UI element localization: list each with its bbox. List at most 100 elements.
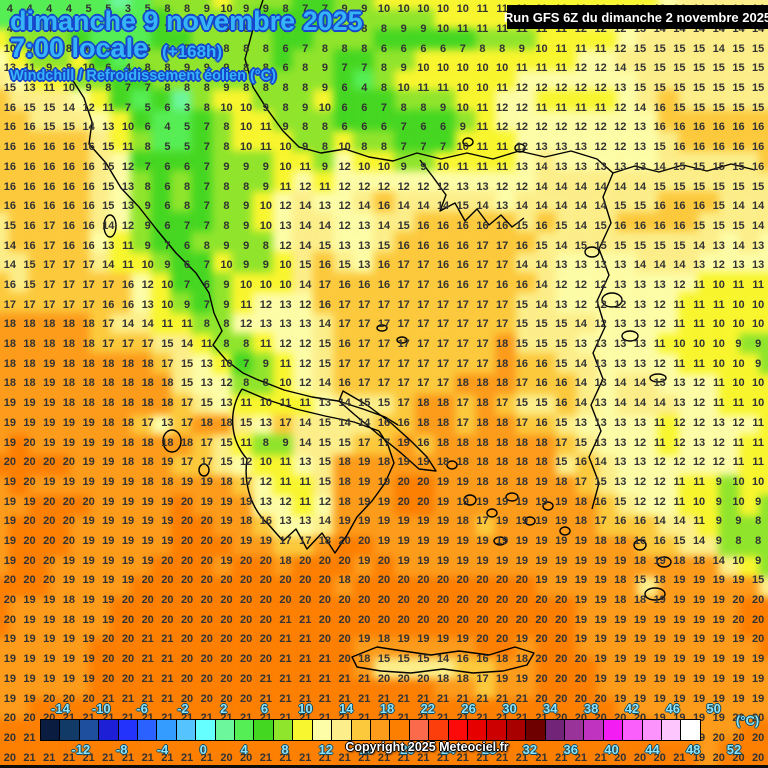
windchill-value: 13 [614, 259, 627, 272]
windchill-value: 20 [436, 574, 450, 587]
color-cell [353, 454, 374, 476]
windchill-value: 17 [436, 357, 450, 370]
windchill-value: 21 [121, 751, 135, 764]
color-cell [434, 49, 455, 70]
color-cell [353, 333, 374, 354]
windchill-value: 12 [653, 475, 666, 488]
windchill-value: 16 [535, 377, 548, 390]
color-cell [29, 333, 50, 354]
windchill-value: 15 [555, 416, 568, 429]
color-cell [49, 637, 70, 658]
color-cell [536, 576, 557, 597]
windchill-value: 18 [102, 377, 115, 390]
legend-tick-label: 16 [359, 742, 374, 757]
windchill-value: 20 [535, 633, 548, 646]
windchill-value: 18 [476, 475, 489, 488]
windchill-value: 12 [653, 495, 666, 508]
windchill-value: 20 [555, 672, 568, 685]
windchill-value: 19 [121, 495, 135, 508]
windchill-value: 4 [26, 23, 33, 36]
windchill-value: 12 [653, 357, 666, 370]
windchill-value: 16 [653, 121, 666, 134]
windchill-value: 20 [752, 712, 765, 725]
color-cell [515, 394, 537, 415]
windchill-value: 9 [262, 160, 269, 173]
windchill-value: 15 [653, 239, 666, 252]
windchill-value: 19 [456, 495, 469, 508]
windchill-value: 19 [555, 554, 568, 567]
color-cell [394, 292, 415, 313]
color-cell [394, 738, 415, 760]
color-cell [150, 637, 172, 658]
windchill-value: 14 [752, 23, 765, 36]
coast-evia [338, 390, 437, 472]
color-cell [759, 312, 768, 334]
windchill-value: 12 [653, 456, 666, 469]
color-cell [110, 211, 131, 232]
color-cell [211, 698, 232, 719]
windchill-value: 14 [594, 180, 607, 193]
windchill-value: 19 [614, 613, 627, 626]
windchill-value: 16 [3, 101, 16, 114]
windchill-value: 16 [3, 141, 16, 154]
color-cell [718, 698, 739, 719]
color-cell [475, 434, 496, 455]
windchill-value: 21 [453, 709, 473, 729]
color-cell [536, 475, 557, 496]
windchill-value: 20 [338, 594, 351, 607]
windchill-value: 12 [633, 495, 647, 508]
windchill-value: 12 [338, 200, 351, 213]
windchill-value: 13 [121, 180, 135, 193]
color-cell [171, 0, 192, 9]
color-cell [617, 252, 638, 273]
color-cell [576, 89, 597, 111]
windchill-value: 19 [259, 535, 272, 548]
color-cell [617, 171, 638, 192]
windchill-value: 13 [614, 475, 627, 488]
color-cell [414, 536, 435, 557]
windchill-value: 8 [420, 101, 427, 114]
windchill-value: 21 [102, 692, 115, 705]
windchill-value: 13 [752, 239, 765, 252]
color-cell [475, 738, 496, 760]
color-cell [414, 89, 435, 111]
color-cell [130, 434, 151, 455]
windchill-value: 17 [377, 318, 391, 331]
windchill-value: 17 [397, 279, 410, 292]
windchill-value: 12 [279, 239, 292, 252]
color-cell [596, 211, 618, 232]
windchill-value: 7 [243, 357, 250, 370]
color-cell [211, 576, 232, 597]
color-cell [89, 130, 111, 151]
windchill-value: 20 [200, 535, 213, 548]
model-run-banner: Run GFS 6Z du dimanche 2 novembre 2025 [504, 5, 768, 29]
color-cell [69, 596, 90, 618]
color-cell [252, 8, 273, 30]
color-cell [738, 191, 760, 212]
windchill-value: 19 [141, 535, 154, 548]
windchill-value: 17 [240, 475, 253, 488]
color-cell [150, 171, 172, 192]
windchill-value: 11 [260, 338, 272, 351]
color-cell [110, 738, 131, 760]
legend-swatch [505, 719, 527, 741]
color-cell [89, 171, 111, 192]
windchill-value: 19 [673, 653, 686, 666]
windchill-value: 10 [456, 141, 469, 154]
windchill-value: 14 [653, 397, 666, 410]
color-cell [49, 373, 70, 395]
color-cell [617, 394, 638, 415]
windchill-value: 15 [397, 653, 410, 666]
color-cell [617, 150, 638, 172]
windchill-value: 7 [203, 160, 210, 173]
color-cell [69, 171, 90, 192]
windchill-value: 18 [62, 318, 76, 331]
color-cell [333, 434, 354, 455]
color-cell [657, 252, 679, 273]
color-cell [759, 29, 768, 50]
color-cell [49, 272, 70, 293]
color-cell [110, 8, 131, 30]
windchill-value: 19 [3, 436, 16, 449]
windchill-value: 20 [161, 613, 174, 626]
windchill-value: 15 [594, 475, 607, 488]
